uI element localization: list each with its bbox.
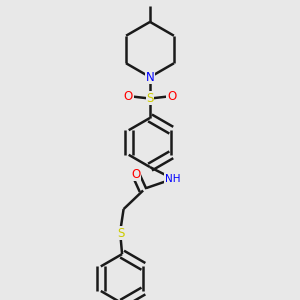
Text: O: O [124,90,133,103]
Text: NH: NH [165,173,180,184]
Text: O: O [131,167,140,181]
Text: S: S [117,226,124,240]
Text: O: O [167,90,176,103]
Text: N: N [146,70,154,84]
Text: S: S [146,92,154,105]
